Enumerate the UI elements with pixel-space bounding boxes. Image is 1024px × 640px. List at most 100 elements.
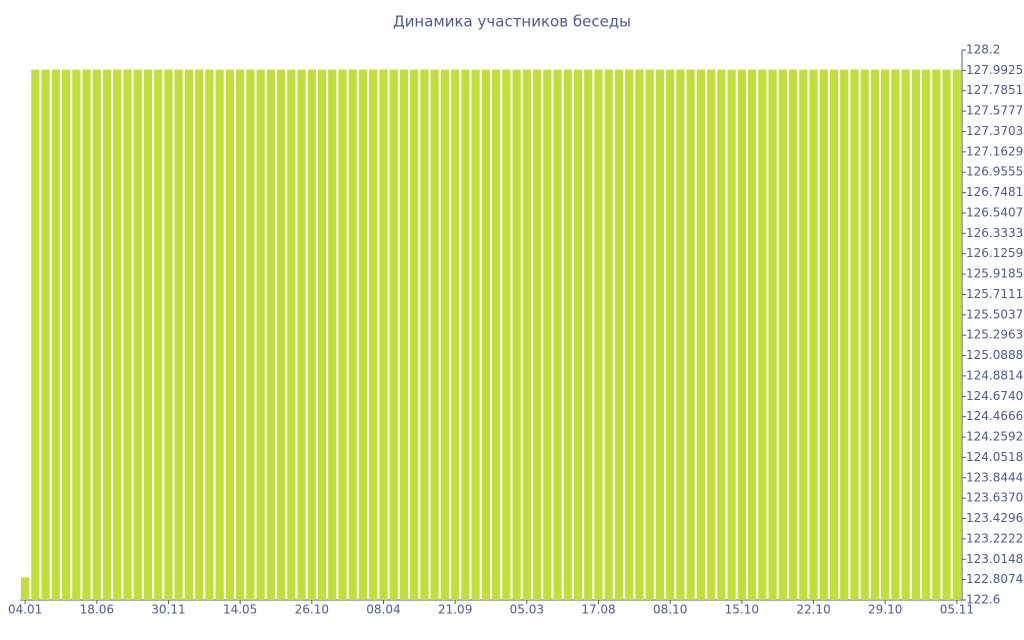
- bar: [512, 69, 521, 600]
- bar: [348, 69, 357, 600]
- bar: [829, 69, 839, 600]
- x-tick-label: 22.10: [796, 603, 830, 617]
- bar: [788, 69, 798, 600]
- bar: [21, 577, 30, 600]
- bar: [154, 69, 163, 600]
- y-tick-label: 124.05185: [966, 450, 1024, 464]
- y-tick-label: 123.84444: [966, 470, 1024, 484]
- bar: [922, 69, 931, 600]
- bar: [543, 69, 552, 600]
- x-tick-label: 21.09: [438, 603, 472, 617]
- y-tick-label: 127.37037: [966, 124, 1024, 138]
- bar: [758, 69, 767, 600]
- bar: [481, 69, 490, 600]
- bar: [236, 69, 245, 600]
- bar: [72, 69, 81, 600]
- bar: [133, 69, 142, 600]
- bar: [584, 69, 593, 600]
- bar: [31, 69, 40, 600]
- bar: [799, 69, 808, 600]
- x-tick-label: 14.05: [223, 603, 257, 617]
- y-tick-label: 127.78519: [966, 83, 1024, 97]
- bar: [901, 69, 910, 600]
- bar: [604, 69, 613, 600]
- bar: [389, 69, 398, 600]
- bar: [850, 69, 859, 600]
- bar: [184, 69, 194, 600]
- bar: [297, 69, 306, 600]
- bar: [420, 69, 429, 600]
- x-tick-label: 26.10: [295, 603, 329, 617]
- bar: [41, 69, 50, 600]
- bar: [461, 69, 470, 600]
- bar: [686, 69, 695, 600]
- y-tick-label: 123.63704: [966, 491, 1024, 505]
- bar: [102, 69, 112, 600]
- bar: [195, 69, 204, 600]
- bar: [410, 69, 419, 600]
- bar: [328, 69, 337, 600]
- y-tick-label: 124.88148: [966, 368, 1024, 382]
- bar: [727, 69, 736, 600]
- y-tick-label: 124.25926: [966, 430, 1024, 444]
- bar: [358, 69, 368, 600]
- bar: [768, 69, 777, 600]
- y-tick-label: 127.57778: [966, 104, 1024, 118]
- bar: [655, 69, 665, 600]
- x-tick-label: 04.01: [8, 603, 42, 617]
- bar: [492, 69, 501, 600]
- bar: [594, 69, 603, 600]
- bar: [563, 69, 572, 600]
- bar: [707, 69, 716, 600]
- y-tick-label: 127.99259: [966, 63, 1024, 77]
- bar: [451, 69, 460, 600]
- x-tick-label: 08.04: [366, 603, 400, 617]
- y-tick-label: 128.2: [966, 43, 1000, 57]
- bar: [215, 69, 224, 600]
- bar: [645, 69, 654, 600]
- bar: [502, 69, 511, 600]
- bar: [113, 69, 122, 600]
- bar: [82, 69, 91, 600]
- bar: [61, 69, 71, 600]
- y-tick-label: 124.46667: [966, 409, 1024, 423]
- bar: [666, 69, 675, 600]
- y-tick-label: 126.33333: [966, 226, 1024, 240]
- bar: [256, 69, 265, 600]
- y-tick-label: 126.95556: [966, 165, 1024, 179]
- y-tick-label: 125.08889: [966, 348, 1024, 362]
- bar: [430, 69, 439, 600]
- bar: [317, 69, 327, 600]
- bar: [911, 69, 921, 600]
- bar: [840, 69, 849, 600]
- bar: [625, 69, 634, 600]
- bar: [266, 69, 275, 600]
- x-tick-label: 15.10: [725, 603, 759, 617]
- bar: [379, 69, 388, 600]
- bar: [870, 69, 880, 600]
- bar: [399, 69, 409, 600]
- x-tick-label: 29.10: [868, 603, 902, 617]
- bar: [635, 69, 644, 600]
- y-tick-label: 126.74815: [966, 185, 1024, 199]
- bar: [246, 69, 255, 600]
- y-tick-label: 126.12593: [966, 246, 1024, 260]
- bar: [225, 69, 234, 600]
- bar: [277, 69, 286, 600]
- bar: [471, 69, 480, 600]
- bar: [573, 69, 583, 600]
- bar: [440, 69, 450, 600]
- bar: [307, 69, 316, 600]
- y-tick-label: 122.6: [966, 593, 1000, 607]
- bar: [952, 69, 961, 600]
- bar: [696, 69, 705, 600]
- bar: [532, 69, 542, 600]
- y-tick-label: 127.16296: [966, 144, 1024, 158]
- bar: [92, 69, 101, 600]
- bar: [522, 69, 531, 600]
- bar: [287, 69, 296, 600]
- bar: [553, 69, 562, 600]
- x-tick-label: 30.11: [151, 603, 185, 617]
